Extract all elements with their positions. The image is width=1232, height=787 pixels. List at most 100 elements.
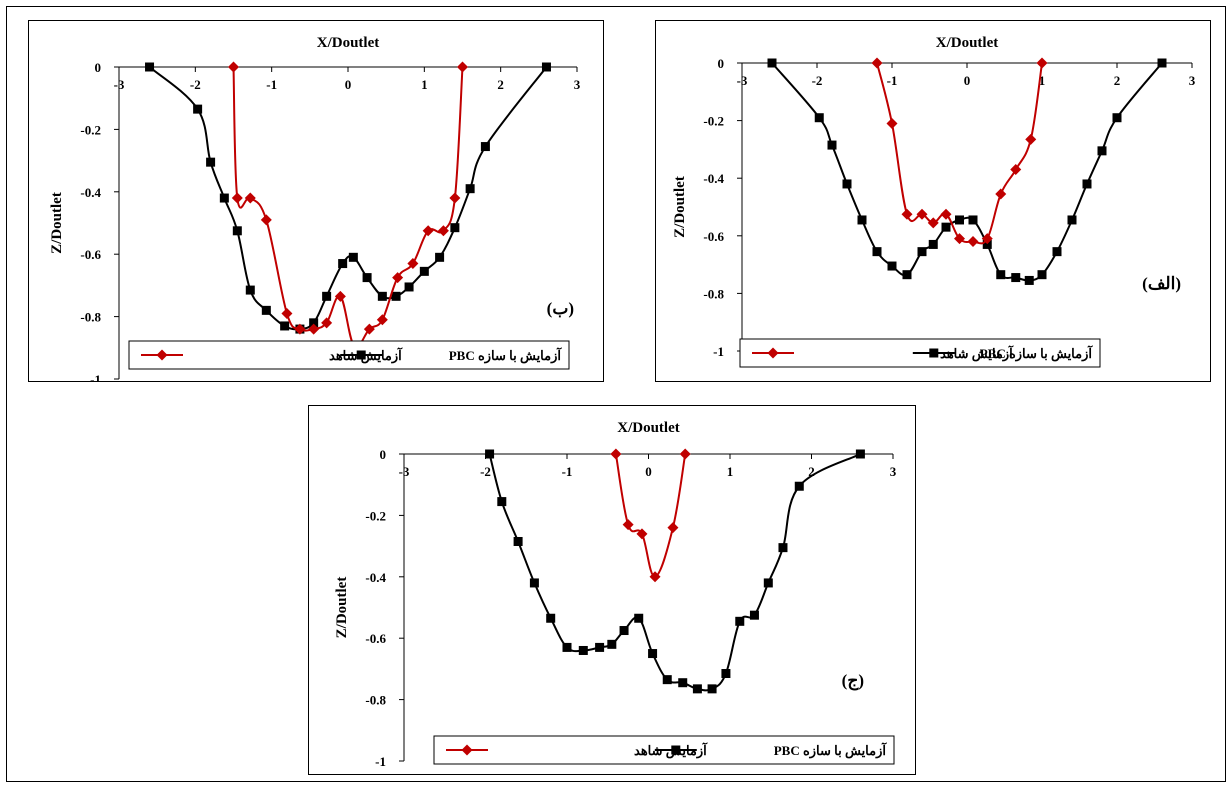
data-point-pbc <box>261 305 271 315</box>
data-point-control <box>321 317 333 329</box>
data-point-pbc <box>322 291 332 301</box>
data-point-pbc <box>1097 146 1107 156</box>
data-point-control <box>967 236 979 248</box>
series-line-control <box>232 66 464 349</box>
y-tick-label: -0.8 <box>80 310 101 325</box>
data-point-control <box>437 225 449 237</box>
x-tick-label: 3 <box>1189 73 1196 88</box>
data-point-control <box>334 290 346 302</box>
y-axis-title: Z/Doutlet <box>334 577 350 639</box>
data-point-control <box>916 208 928 220</box>
x-tick-label: 0 <box>645 464 652 479</box>
data-point-pbc <box>145 62 155 72</box>
figure-frame <box>6 6 1226 782</box>
y-tick-label: -0.4 <box>703 171 724 186</box>
data-point-pbc <box>763 578 773 588</box>
data-point-control <box>294 323 306 335</box>
data-point-control <box>679 448 691 460</box>
data-point-pbc <box>541 62 551 72</box>
data-point-pbc <box>827 140 837 150</box>
x-tick-label: 1 <box>727 464 734 479</box>
y-tick-label: -0.8 <box>703 286 724 301</box>
chart-panel-alef: X/Doutlet Z/Doutlet -3 -2 -1 0 1 2 3 0 -0.2 -0.4 -0.… <box>655 20 1211 382</box>
data-point-pbc <box>887 261 897 271</box>
data-point-control <box>407 258 419 270</box>
data-point-control <box>954 233 965 245</box>
legend-marker-control <box>156 349 168 361</box>
data-point-pbc <box>1011 273 1021 283</box>
data-point-pbc <box>348 252 358 262</box>
x-tick-label: -2 <box>812 73 823 88</box>
x-tick-label: -3 <box>737 73 748 88</box>
data-point-pbc <box>842 179 852 189</box>
data-point-control <box>649 571 661 583</box>
data-point-pbc <box>778 543 788 553</box>
data-point-control <box>449 192 461 204</box>
x-tick-label: 1 <box>1039 73 1046 88</box>
data-point-pbc <box>206 157 216 167</box>
x-tick-label: 2 <box>808 464 815 479</box>
data-point-pbc <box>219 193 229 203</box>
data-point-control <box>231 192 243 204</box>
data-point-control <box>1010 164 1022 176</box>
y-axis-title: Z/Doutlet <box>49 192 65 254</box>
legend-marker-pbc <box>929 348 939 358</box>
x-tick-label: -2 <box>190 77 201 92</box>
y-tick-label: 0 <box>95 60 102 75</box>
legend-label-pbc: آزمایش با سازه PBC <box>980 345 1094 362</box>
data-point-pbc <box>902 270 912 280</box>
y-tick-label: -1 <box>375 754 386 769</box>
data-point-pbc <box>419 266 429 276</box>
y-tick-label: -0.2 <box>703 114 724 129</box>
data-point-pbc <box>377 291 387 301</box>
data-point-pbc <box>917 247 927 257</box>
chart-panel-b: X/Doutlet Z/Doutlet -3 -2 -1 0 1 2 3 0 -0.2 -0.4 -0.… <box>28 20 604 382</box>
data-point-control <box>422 225 434 237</box>
x-tick-label: 3 <box>574 77 581 92</box>
data-point-control <box>636 528 648 540</box>
data-point-pbc <box>280 321 290 331</box>
data-point-control <box>901 208 913 220</box>
data-point-pbc <box>735 616 745 626</box>
data-point-control <box>228 61 239 73</box>
data-point-control <box>1036 57 1048 69</box>
x-tick-label: -1 <box>266 77 277 92</box>
x-tick-label: -1 <box>887 73 898 88</box>
y-tick-label: -0.4 <box>80 185 101 200</box>
data-point-control <box>610 448 622 460</box>
data-point-pbc <box>982 239 992 249</box>
data-point-pbc <box>1067 215 1077 225</box>
data-point-pbc <box>562 642 572 652</box>
data-point-control <box>244 192 256 204</box>
legend-marker-control <box>461 744 473 756</box>
y-tick-label: 0 <box>380 447 387 462</box>
y-tick-label: -1 <box>713 344 724 359</box>
data-point-pbc <box>338 259 348 269</box>
data-point-pbc <box>232 226 242 236</box>
data-point-pbc <box>707 684 717 694</box>
data-point-pbc <box>955 215 964 225</box>
data-point-pbc <box>648 649 658 659</box>
data-point-pbc <box>941 222 951 232</box>
panel-label: (ب) <box>547 299 574 318</box>
data-point-pbc <box>767 58 777 68</box>
data-point-pbc <box>193 104 203 114</box>
data-point-pbc <box>749 610 759 620</box>
y-tick-label: -0.6 <box>703 229 724 244</box>
x-tick-label: -1 <box>562 464 573 479</box>
data-point-control <box>376 314 388 326</box>
data-point-pbc <box>362 273 372 283</box>
series-line-pbc <box>148 66 548 331</box>
data-point-pbc <box>692 684 702 694</box>
x-tick-label: -3 <box>114 77 125 92</box>
data-point-pbc <box>721 669 731 679</box>
data-point-control <box>981 233 993 245</box>
legend-label-pbc: آزمایش با سازه PBC <box>449 347 563 364</box>
x-tick-label: -2 <box>480 464 491 479</box>
x-axis-title: X/Doutlet <box>317 35 380 51</box>
data-point-pbc <box>391 291 401 301</box>
x-tick-label: 0 <box>345 77 352 92</box>
y-axis-title: Z/Doutlet <box>672 176 688 238</box>
data-point-control <box>995 188 1007 200</box>
x-tick-label: 2 <box>1114 73 1121 88</box>
